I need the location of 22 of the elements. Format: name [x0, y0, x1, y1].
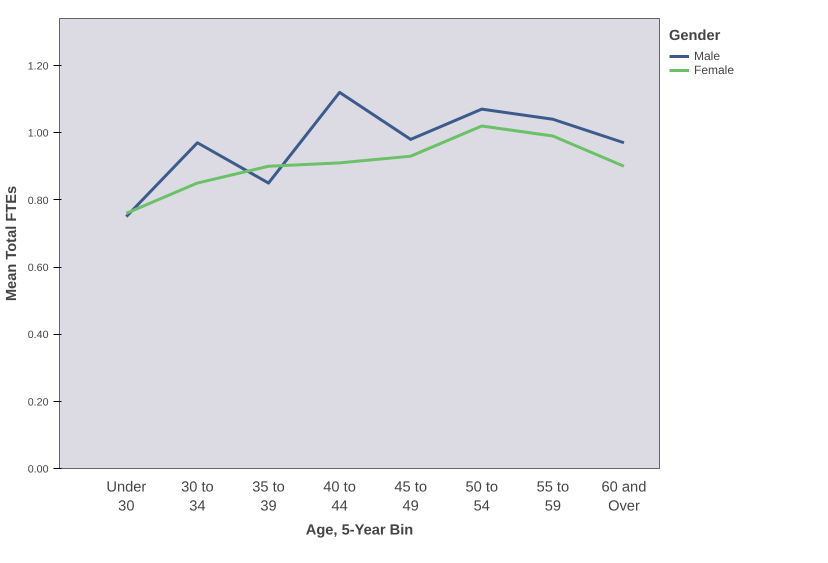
x-tick-label: 35 to 39	[252, 480, 285, 515]
legend-title: Gender	[669, 28, 722, 44]
y-tick-label: 1.20	[28, 60, 49, 73]
x-tick-label: 55 to 59	[536, 480, 570, 515]
x-tick-label: 45 to 49	[394, 480, 427, 515]
x-tick-label: Under 30	[106, 480, 146, 515]
y-tick-label: 0.20	[28, 396, 49, 408]
x-tick-label: 60 and Over	[602, 480, 646, 515]
y-tick-label: 0.60	[28, 262, 49, 274]
x-tick-label: 30 to 34	[181, 480, 214, 515]
y-tick-label: 1.00	[28, 128, 49, 140]
y-axis-title: Mean Total FTEs	[4, 186, 20, 302]
x-axis-title: Age, 5-Year Bin	[306, 522, 414, 539]
y-tick-label: 0.80	[28, 194, 49, 207]
legend-label: Male	[694, 49, 720, 63]
legend-label: Female	[694, 63, 734, 77]
y-tick-label: 0.40	[28, 329, 49, 342]
x-tick-label: 40 to 44	[323, 480, 356, 515]
line-series	[124, 90, 626, 218]
y-tick-label: 0.00	[28, 464, 49, 476]
x-tick-label: 50 to 54	[465, 480, 498, 515]
line-series	[124, 124, 626, 215]
